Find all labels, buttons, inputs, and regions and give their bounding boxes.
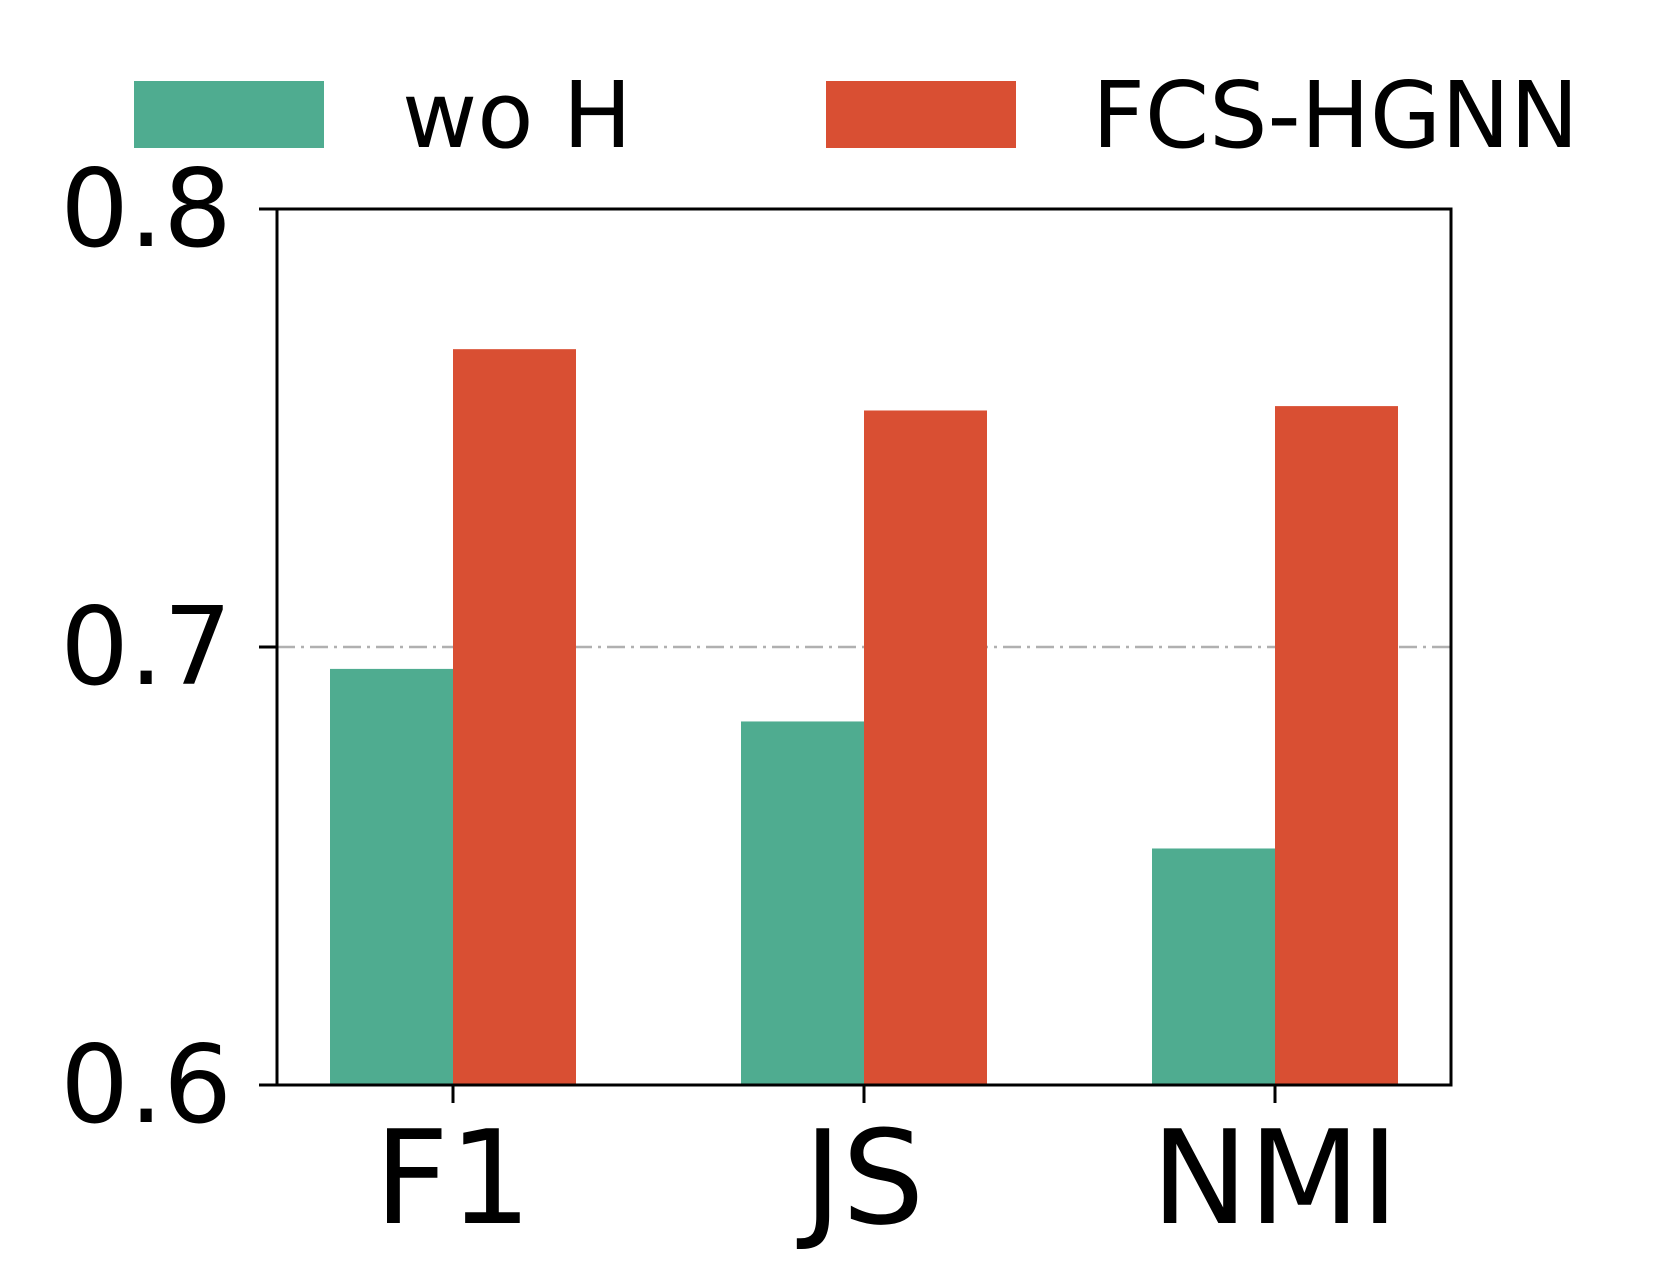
- bar-wo-h-nmi: [1152, 848, 1275, 1085]
- bar-fcs-hgnn-js: [864, 410, 987, 1086]
- y-tick-label: 0.7: [60, 585, 232, 710]
- bar-wo-h-f1: [330, 668, 453, 1085]
- legend-swatch-fcs-hgnn: [826, 81, 1016, 148]
- y-tick-label: 0.8: [60, 147, 232, 272]
- legend-label-fcs-hgnn: FCS-HGNN: [1092, 62, 1579, 169]
- x-tick-label-js: JS: [797, 1102, 925, 1254]
- bar-fcs-hgnn-nmi: [1275, 406, 1398, 1086]
- x-axis: F1 JS NMI: [374, 1085, 1399, 1254]
- x-tick-label-nmi: NMI: [1151, 1102, 1399, 1254]
- bars-group: [330, 349, 1398, 1086]
- y-tick-label: 0.6: [60, 1023, 232, 1148]
- legend: wo H FCS-HGNN: [134, 62, 1579, 169]
- legend-swatch-wo-h: [134, 81, 324, 148]
- y-axis: 0.6 0.7 0.8: [60, 147, 277, 1148]
- legend-label-wo-h: wo H: [402, 62, 632, 169]
- x-tick-label-f1: F1: [374, 1102, 532, 1254]
- bar-wo-h-js: [741, 721, 864, 1085]
- bar-fcs-hgnn-f1: [453, 349, 576, 1085]
